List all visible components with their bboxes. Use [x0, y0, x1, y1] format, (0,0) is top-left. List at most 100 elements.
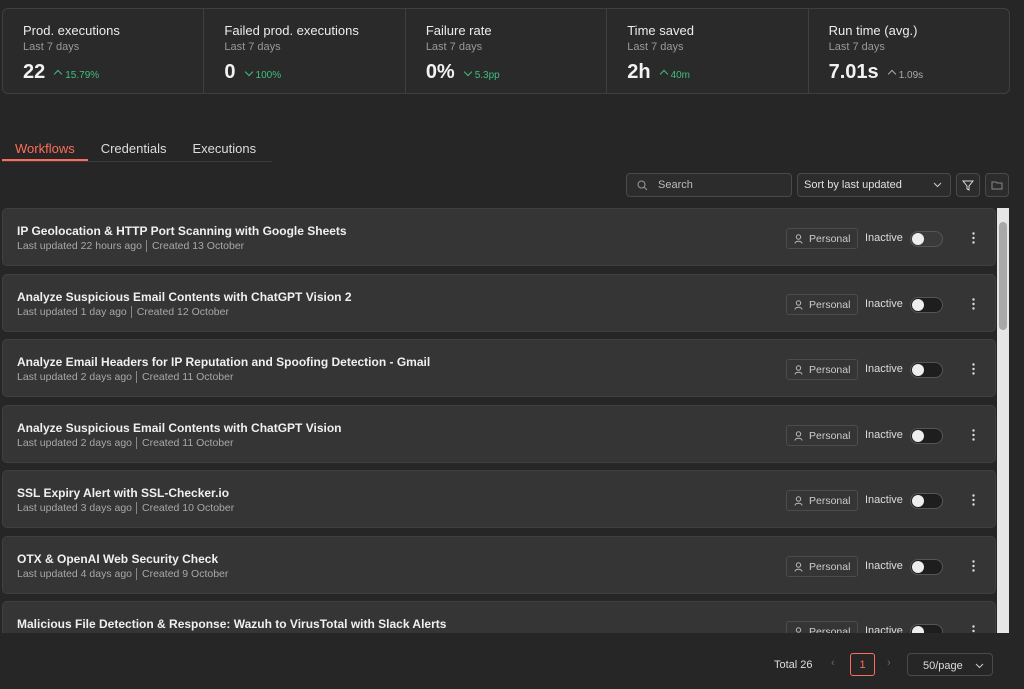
updated: Last updated 22 hours ago — [17, 240, 142, 252]
user-icon — [795, 627, 802, 633]
dots-icon — [972, 625, 975, 633]
tab[interactable]: Credentials — [100, 141, 167, 156]
owner-badge[interactable]: Personal — [786, 621, 858, 633]
stat-delta: 100% — [246, 69, 282, 81]
owner: Personal — [809, 495, 851, 507]
user-icon — [794, 299, 803, 310]
workflow-name: SSL Expiry Alert with SSL-Checker.io — [17, 486, 230, 500]
stat-title: Time saved — [627, 23, 694, 38]
workflow-meta: Last updated 4 days ago Created 9 October — [17, 567, 229, 580]
sort-select[interactable]: Sort by last updated — [797, 173, 951, 197]
owner: Personal — [809, 298, 851, 311]
search-placeholder: Search — [658, 179, 693, 191]
menu-button[interactable] — [972, 493, 975, 506]
stat-values: 0 100% — [224, 61, 384, 84]
owner: Personal — [809, 233, 851, 245]
status: Inactive — [865, 494, 903, 506]
filter-button[interactable] — [956, 173, 980, 197]
tab[interactable]: Executions — [192, 141, 257, 156]
dots-icon — [972, 297, 975, 310]
pagination: Total 26 ‹ 1 › 50/page — [0, 652, 1024, 682]
owner-badge[interactable]: Personal — [786, 228, 858, 249]
owner: Personal — [809, 429, 851, 442]
per-page[interactable]: 50/page — [907, 653, 993, 676]
workflow-row[interactable]: IP Geolocation & HTTP Port Scanning with… — [2, 208, 996, 266]
owner-badge[interactable]: Personal — [786, 424, 858, 446]
owner: Personal — [809, 626, 851, 633]
owner: Personal — [809, 560, 851, 573]
workflow-meta: Last updated 3 days ago Created 10 Octobe… — [17, 502, 235, 514]
toggle[interactable] — [910, 558, 943, 575]
page-button[interactable]: 1 — [850, 653, 875, 676]
toggle[interactable] — [910, 493, 943, 509]
workflow-name: Analyze Suspicious Email Contents with C… — [17, 289, 352, 304]
owner-badge[interactable]: Personal — [786, 293, 858, 315]
workflow-meta: Last updated 22 hours ago Created 13 Octo… — [17, 240, 245, 252]
workflow-row[interactable]: Malicious File Detection & Response: Waz… — [2, 601, 996, 633]
stat-values: 7.01s 1.09s — [829, 61, 989, 84]
status: Inactive — [865, 363, 903, 375]
workflow-meta: Last updated 1 day ago Created 12 October — [17, 305, 229, 318]
toggle[interactable] — [910, 624, 943, 633]
dots-icon — [972, 363, 975, 375]
tab[interactable]: Workflows — [2, 132, 88, 161]
owner-badge[interactable]: Personal — [786, 555, 858, 577]
stat-title: Failed prod. executions — [224, 23, 359, 38]
status: Inactive — [865, 559, 903, 572]
prev[interactable]: ‹ — [831, 657, 835, 669]
toggle[interactable] — [910, 362, 943, 378]
owner-badge[interactable]: Personal — [786, 359, 858, 380]
scroll-thumb[interactable] — [999, 222, 1007, 330]
stat-card: Failed prod. executions Last 7 days 0 100% — [204, 9, 406, 93]
workflow-row[interactable]: Analyze Email Headers for IP Reputation … — [2, 339, 996, 397]
menu-button[interactable] — [972, 297, 975, 310]
search-icon — [637, 180, 648, 191]
workflow-row[interactable]: SSL Expiry Alert with SSL-Checker.io Last… — [2, 470, 996, 528]
menu-button[interactable] — [972, 624, 975, 633]
menu-button[interactable] — [972, 231, 975, 244]
stat-card: Run time (avg.) Last 7 days 7.01s 1.09s — [809, 9, 1009, 93]
owner-badge[interactable]: Personal — [786, 490, 858, 511]
toggle[interactable] — [910, 231, 943, 247]
status: Inactive — [865, 297, 903, 310]
stat-value: 0 — [224, 61, 236, 83]
menu-button[interactable] — [972, 362, 975, 375]
scrollbar[interactable] — [997, 208, 1009, 633]
folder-button[interactable] — [985, 173, 1009, 197]
workflow-row[interactable]: Analyze Suspicious Email Contents with C… — [2, 273, 996, 332]
user-icon — [794, 365, 803, 375]
menu-button[interactable] — [972, 428, 975, 441]
toggle[interactable] — [910, 427, 943, 444]
stat-values: 2h 40m — [627, 61, 787, 84]
owner: Personal — [809, 364, 851, 376]
stat-title: Run time (avg.) — [828, 23, 918, 38]
search-box[interactable]: Search — [626, 173, 792, 197]
folder-icon — [991, 181, 1003, 190]
user-icon — [794, 561, 803, 572]
stat-card: Time saved Last 7 days 2h 40m — [607, 9, 809, 93]
created: Created 10 October — [136, 502, 235, 514]
dots-icon — [972, 232, 975, 244]
stat-delta: 15.79% — [55, 70, 99, 81]
total: Total 26 — [774, 659, 813, 671]
stat-value: 0% — [425, 61, 455, 83]
status: Inactive — [865, 232, 903, 244]
status: Inactive — [865, 625, 903, 633]
toggle[interactable] — [910, 296, 943, 313]
stat-card: Failure rate Last 7 days 0% 5.3pp — [406, 9, 608, 93]
menu-button[interactable] — [972, 559, 975, 572]
workflow-list: IP Geolocation & HTTP Port Scanning with… — [2, 208, 996, 633]
workflow-name: Analyze Email Headers for IP Reputation … — [17, 355, 431, 369]
workflow-name: OTX & OpenAI Web Security Check — [17, 551, 219, 566]
workflow-name: IP Geolocation & HTTP Port Scanning with… — [17, 224, 347, 238]
workflow-row[interactable]: Analyze Suspicious Email Contents with C… — [2, 404, 996, 463]
per-page-label: 50/page — [923, 660, 963, 672]
stat-delta: 40m — [661, 70, 690, 81]
stat-delta: 1.09s — [889, 70, 923, 81]
workflow-row[interactable]: OTX & OpenAI Web Security Check Last upda… — [2, 535, 996, 594]
created: Created 13 October — [145, 240, 245, 252]
chevron — [975, 663, 984, 669]
stat-value: 7.01s — [828, 61, 879, 83]
next[interactable]: › — [887, 657, 891, 669]
